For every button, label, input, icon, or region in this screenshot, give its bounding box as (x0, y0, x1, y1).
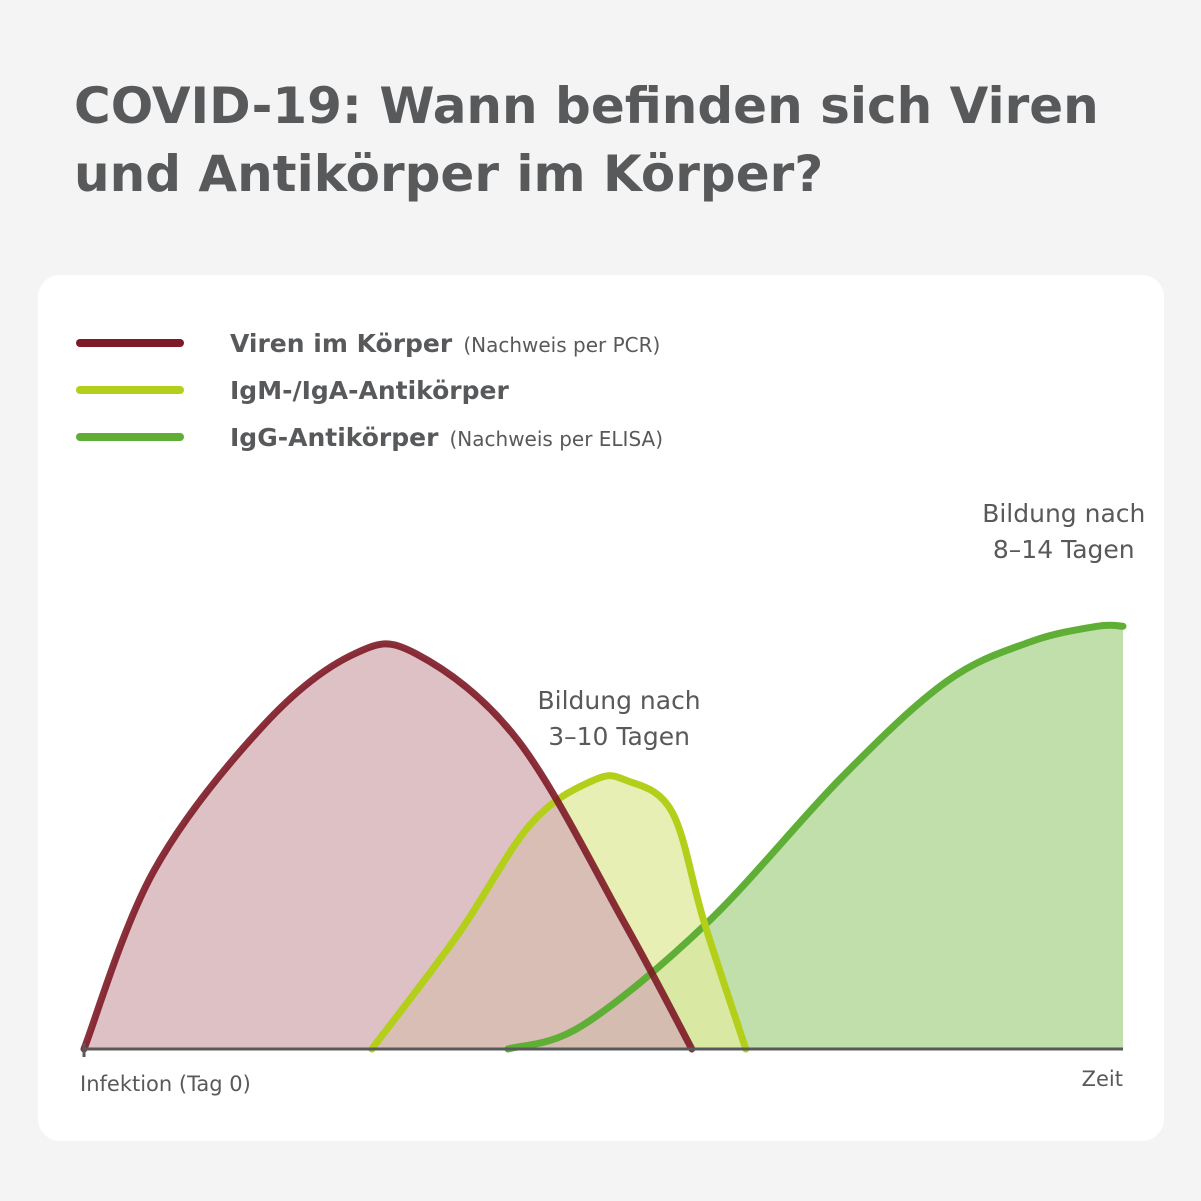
annotation-igm-line-1: Bildung nach (537, 686, 700, 715)
legend-label-igg: IgG-Antikörper (230, 423, 439, 452)
legend-text-igm-iga: IgM-/IgA-Antikörper (230, 372, 509, 413)
page-title: COVID-19: Wann befinden sich Viren und A… (74, 72, 1154, 208)
area-viren (84, 643, 692, 1049)
legend-label-igm-iga: IgM-/IgA-Antikörper (230, 376, 509, 405)
annotation-igm-line-2: 3–10 Tagen (548, 722, 690, 751)
legend-note-viren: (Nachweis per PCR) (463, 333, 661, 357)
annotation-igg-line-1: Bildung nach (982, 499, 1145, 528)
annotation-igg-line-2: 8–14 Tagen (993, 535, 1135, 564)
legend-label-viren: Viren im Körper (230, 329, 453, 358)
antibody-area-chart: Infektion (Tag 0) Zeit Bildung nach 3–10… (80, 499, 1145, 1096)
line-igg (504, 621, 1127, 1053)
legend-item-viren: Viren im Körper (Nachweis per PCR) (76, 325, 976, 372)
legend-item-igm-iga: IgM-/IgA-Antikörper (76, 372, 976, 419)
x-axis-label-end: Zeit (1082, 1067, 1123, 1091)
line-viren (80, 640, 696, 1053)
chart-lines (80, 621, 1127, 1053)
area-igg (507, 625, 1123, 1049)
legend-swatch-igm-iga (76, 386, 184, 394)
legend-note-igg: (Nachweis per ELISA) (449, 427, 664, 451)
line-igm-iga (368, 772, 750, 1053)
legend-text-viren: Viren im Körper (Nachweis per PCR) (230, 325, 660, 366)
title-line-1: COVID-19: Wann befinden sich Viren (74, 77, 1099, 135)
legend-item-igg: IgG-Antikörper (Nachweis per ELISA) (76, 419, 976, 466)
legend-text-igg: IgG-Antikörper (Nachweis per ELISA) (230, 419, 663, 460)
chart-legend: Viren im Körper (Nachweis per PCR) IgM-/… (76, 325, 976, 466)
legend-swatch-viren (76, 339, 184, 347)
legend-swatch-igg (76, 433, 184, 441)
chart-card: Viren im Körper (Nachweis per PCR) IgM-/… (38, 275, 1164, 1141)
x-axis-label-start: Infektion (Tag 0) (80, 1072, 251, 1096)
title-line-2: und Antikörper im Körper? (74, 145, 824, 203)
